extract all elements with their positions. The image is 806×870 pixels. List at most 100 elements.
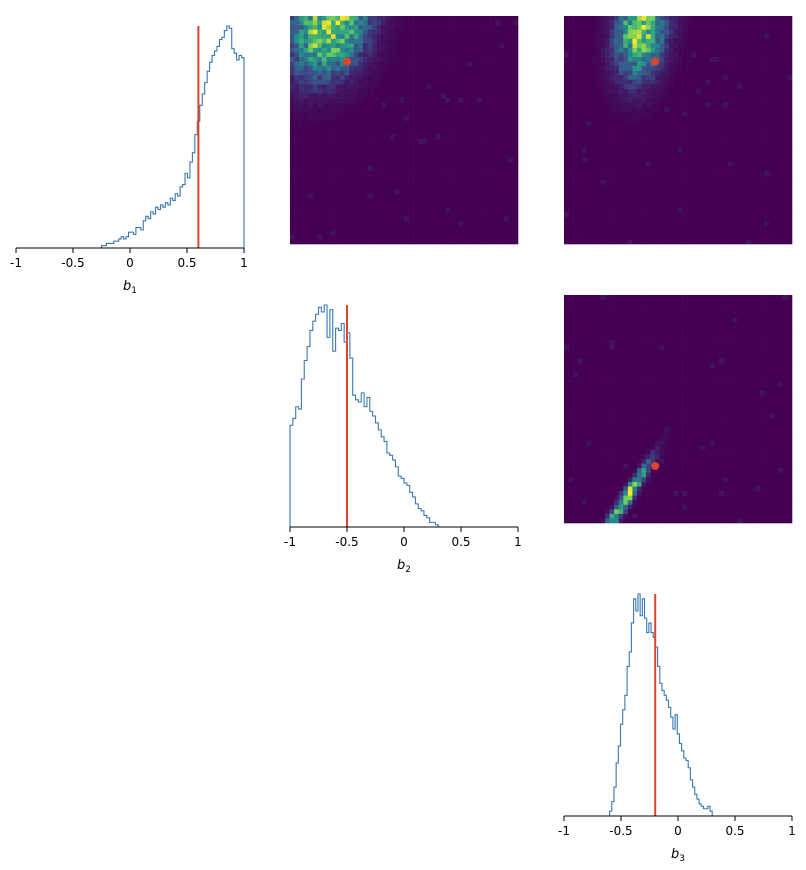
density-cell xyxy=(426,116,432,122)
density-cell xyxy=(573,111,578,117)
density-cell xyxy=(623,38,629,44)
density-cell xyxy=(568,84,574,90)
density-cell xyxy=(390,57,396,62)
density-cell xyxy=(490,221,496,227)
density-cell xyxy=(376,143,382,149)
density-cell xyxy=(417,239,423,245)
density-cell xyxy=(367,70,373,76)
density-cell xyxy=(317,79,323,85)
density-cell xyxy=(413,61,418,67)
density-cell xyxy=(705,193,711,199)
density-cell xyxy=(326,202,332,208)
density-cell xyxy=(618,107,624,113)
density-cell xyxy=(449,234,455,240)
density-cell xyxy=(755,193,761,199)
density-cell xyxy=(764,202,770,208)
density-cell xyxy=(678,43,683,49)
density-cell xyxy=(490,52,496,58)
density-cell xyxy=(431,88,437,94)
density-cell xyxy=(308,166,314,172)
density-cell xyxy=(636,189,642,195)
density-cell xyxy=(312,93,318,99)
density-cell xyxy=(413,38,418,44)
density-cell xyxy=(682,38,688,44)
density-cell xyxy=(326,102,332,108)
density-cell xyxy=(353,130,359,135)
density-cell xyxy=(303,43,309,49)
density-cell xyxy=(308,52,314,58)
density-cell xyxy=(773,25,779,30)
density-cell xyxy=(340,102,346,108)
density-cell xyxy=(508,175,514,181)
density-cell xyxy=(760,202,765,208)
density-cell xyxy=(385,234,391,240)
density-cell xyxy=(440,130,446,135)
density-cell xyxy=(696,225,702,231)
density-cell xyxy=(454,161,460,167)
density-cell xyxy=(664,234,670,240)
density-cell xyxy=(636,84,642,90)
density-cell xyxy=(317,166,323,172)
density-cell xyxy=(746,25,752,30)
density-cell xyxy=(641,98,647,103)
density-cell xyxy=(303,125,309,131)
density-cell xyxy=(755,198,761,204)
density-cell xyxy=(358,38,364,44)
density-cell xyxy=(737,230,743,236)
density-cell xyxy=(591,125,597,131)
density-cell xyxy=(595,143,601,149)
density-cell xyxy=(577,93,583,99)
density-cell xyxy=(449,25,455,30)
density-cell xyxy=(609,139,615,144)
density-cell xyxy=(564,47,569,53)
density-cell xyxy=(728,79,734,85)
density-cell xyxy=(787,61,793,67)
density-cell xyxy=(586,202,592,208)
density-cell xyxy=(335,43,341,49)
density-cell xyxy=(632,221,638,227)
density-cell xyxy=(454,134,460,140)
density-cell xyxy=(737,130,743,135)
density-cell xyxy=(426,66,432,72)
density-cell xyxy=(750,152,756,158)
density-cell xyxy=(737,52,743,58)
density-cell xyxy=(732,79,738,85)
density-cell xyxy=(696,143,702,149)
density-cell xyxy=(618,152,624,158)
density-cell xyxy=(308,230,314,236)
density-cell xyxy=(732,107,738,113)
density-cell xyxy=(321,38,327,44)
density-cell xyxy=(668,29,674,35)
density-cell xyxy=(495,234,501,240)
density-cell xyxy=(513,84,519,90)
density-cell xyxy=(445,198,450,204)
density-cell xyxy=(732,116,738,122)
density-cell xyxy=(614,171,620,176)
density-cell xyxy=(408,161,414,167)
density-cell xyxy=(303,216,309,222)
density-cell xyxy=(618,130,624,135)
density-cell xyxy=(467,66,473,72)
density-cell xyxy=(623,34,629,40)
density-cell xyxy=(691,234,697,240)
density-cell xyxy=(344,175,350,181)
density-cell xyxy=(486,107,491,113)
density-cell xyxy=(349,234,355,240)
density-cell xyxy=(750,120,756,126)
density-cell xyxy=(513,98,519,103)
density-cell xyxy=(467,234,473,240)
density-cell xyxy=(394,66,400,72)
density-cell xyxy=(773,184,779,190)
density-cell xyxy=(678,189,683,195)
density-cell xyxy=(413,70,418,76)
density-cell xyxy=(349,152,355,158)
density-cell xyxy=(746,57,752,62)
density-cell xyxy=(376,161,382,167)
density-cell xyxy=(623,184,629,190)
density-cell xyxy=(290,116,295,122)
density-cell xyxy=(372,171,377,176)
density-cell xyxy=(513,225,519,231)
density-cell xyxy=(600,193,606,199)
density-cell xyxy=(326,98,332,103)
density-cell xyxy=(499,34,505,40)
